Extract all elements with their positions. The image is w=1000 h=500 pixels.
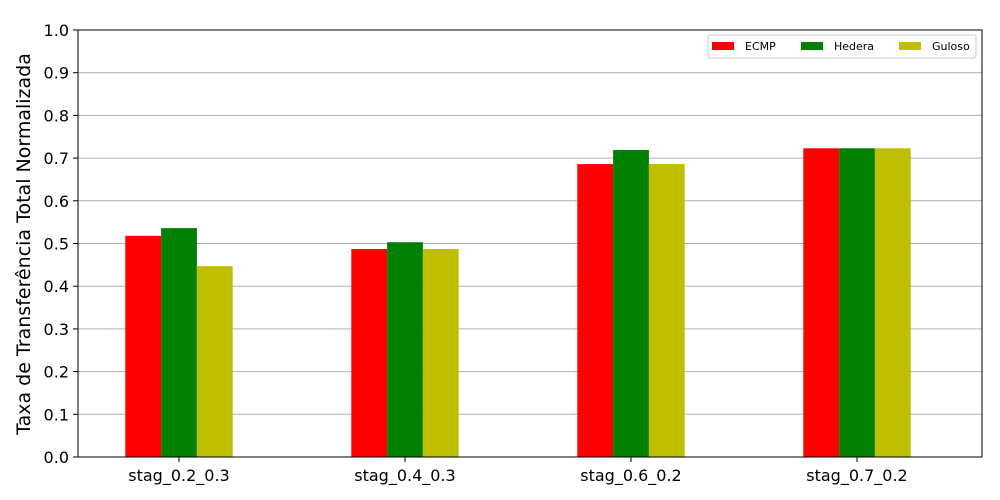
bar-guloso-1	[196, 266, 233, 457]
x-tick-label: stag_0.6_0.2	[580, 466, 681, 486]
x-tick-label: stag_0.2_0.3	[128, 466, 229, 486]
x-axis-ticks: stag_0.2_0.3 stag_0.4_0.3 stag_0.6_0.2 stag…	[128, 457, 908, 486]
bar-ecmp-1	[125, 235, 162, 457]
legend: ECMP Hedera Guloso	[707, 34, 977, 59]
bar-guloso-4	[874, 148, 911, 458]
legend-box	[707, 34, 977, 59]
y-tick-label: 0.1	[44, 405, 69, 424]
legend-label-guloso: Guloso	[932, 40, 970, 53]
bar-ecmp-3	[577, 164, 614, 457]
y-tick-label: 0.7	[44, 149, 69, 168]
legend-swatch-guloso	[899, 42, 921, 50]
bar-hedera-4	[839, 148, 875, 458]
y-tick-label: 1.0	[44, 21, 69, 40]
y-tick-label: 0.9	[44, 64, 69, 83]
y-tick-label: 0.3	[44, 320, 69, 339]
x-tick-label: stag_0.7_0.2	[806, 466, 907, 486]
bars	[125, 148, 911, 458]
bar-ecmp-2	[351, 249, 388, 457]
legend-label-ecmp: ECMP	[745, 40, 776, 53]
y-tick-label: 0.5	[44, 235, 69, 254]
bar-hedera-2	[387, 242, 423, 457]
bar-guloso-2	[422, 249, 459, 457]
legend-label-hedera: Hedera	[834, 40, 874, 53]
y-axis-ticks: 0.0 0.1 0.2 0.3 0.4 0.5 0.6 0.7 0.8 0.9 1.0	[44, 21, 78, 467]
bar-guloso-3	[648, 164, 685, 457]
y-tick-label: 0.8	[44, 106, 69, 125]
y-tick-label: 0.0	[44, 448, 69, 467]
y-tick-label: 0.2	[44, 363, 69, 382]
bar-hedera-1	[161, 228, 197, 457]
bar-hedera-3	[613, 149, 649, 457]
y-tick-label: 0.4	[44, 277, 69, 296]
x-tick-label: stag_0.4_0.3	[354, 466, 455, 486]
y-axis-title: Taxa de Transferência Total Normalizada	[13, 53, 35, 436]
legend-swatch-hedera	[801, 42, 823, 50]
bar-ecmp-4	[803, 148, 840, 458]
y-tick-label: 0.6	[44, 192, 69, 211]
legend-swatch-ecmp	[712, 42, 734, 50]
